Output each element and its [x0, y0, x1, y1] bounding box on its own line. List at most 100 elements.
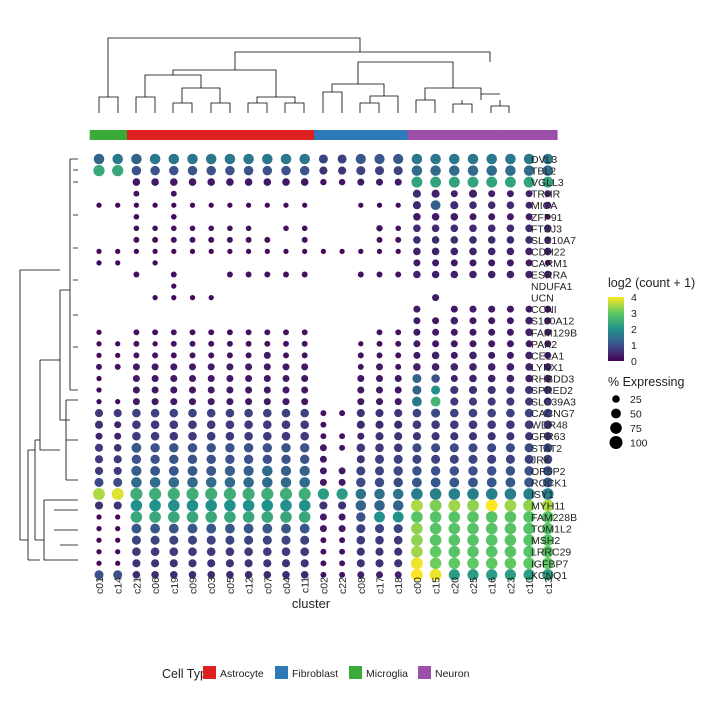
dot [486, 466, 497, 476]
dot [208, 225, 215, 232]
dot [504, 499, 517, 512]
dot [150, 454, 160, 465]
dot [506, 432, 515, 441]
size-legend-dot [612, 395, 620, 403]
dot [245, 248, 252, 255]
dot [319, 455, 327, 463]
dot [448, 569, 460, 581]
dot [298, 499, 311, 512]
dot [506, 385, 515, 395]
dot [431, 213, 440, 221]
dot [357, 386, 365, 394]
dot [96, 398, 102, 405]
dot [468, 443, 478, 453]
dot [93, 164, 105, 177]
dot [543, 432, 552, 441]
dot [188, 374, 197, 383]
dot [243, 153, 254, 165]
dot [188, 386, 197, 394]
dot [301, 340, 308, 347]
dot [149, 499, 161, 512]
dot [448, 522, 461, 535]
cluster-label: c18 [393, 577, 405, 594]
dot [431, 454, 441, 464]
dot [412, 373, 422, 384]
dot [506, 340, 514, 348]
dot [356, 477, 366, 488]
dot [487, 397, 496, 406]
dot [281, 535, 291, 545]
dot [244, 559, 253, 568]
dot [413, 305, 421, 313]
dot [96, 375, 102, 382]
dot [356, 466, 366, 476]
dot [432, 317, 440, 325]
cell-type-bar-segment [220, 130, 240, 140]
dot [431, 420, 440, 429]
dot [413, 351, 421, 359]
dot [94, 570, 104, 580]
dot [170, 271, 177, 278]
dot [525, 213, 533, 221]
dot [487, 201, 496, 209]
dot [96, 514, 102, 520]
dot [543, 408, 553, 418]
cell-type-bar-segment [407, 130, 427, 140]
dot [488, 340, 496, 348]
cell-type-bar-segment [164, 130, 184, 140]
dot [206, 547, 216, 556]
dot [338, 501, 347, 510]
dot [542, 545, 554, 558]
dot [375, 409, 384, 418]
dot [299, 153, 310, 165]
dot [169, 535, 179, 545]
dot [469, 363, 477, 371]
color-legend-tick: 0 [631, 356, 637, 368]
dot [225, 165, 235, 176]
dot [448, 545, 461, 558]
dot [505, 153, 516, 165]
dot [338, 467, 346, 475]
dot [187, 454, 198, 465]
dot [207, 374, 215, 383]
dot [450, 385, 459, 395]
dot [449, 466, 460, 476]
dot [96, 260, 102, 266]
dot [429, 511, 442, 523]
row-dendrogram [19, 158, 78, 561]
dot [467, 499, 479, 512]
dot [469, 340, 477, 348]
dot [207, 571, 215, 579]
dot [429, 568, 442, 581]
dot [395, 329, 402, 336]
dot [168, 511, 180, 523]
dot [504, 176, 516, 188]
dot [523, 534, 535, 546]
dot [133, 329, 140, 336]
dot [375, 386, 384, 394]
color-legend-title: log2 (count + 1) [608, 276, 695, 290]
dot [133, 225, 140, 232]
dot [283, 248, 289, 255]
dot [133, 340, 140, 347]
dot [187, 477, 198, 488]
dot [208, 248, 214, 255]
dot [376, 236, 383, 243]
dot [167, 487, 180, 501]
dot [431, 189, 440, 198]
dot [506, 236, 515, 244]
dot [431, 432, 440, 441]
dot [320, 410, 327, 417]
dot [448, 499, 461, 512]
cell-type-legend-swatch [418, 666, 431, 679]
dot [413, 213, 421, 221]
dot [395, 352, 402, 359]
dot [132, 398, 140, 406]
dot [413, 224, 421, 233]
dot [358, 248, 364, 255]
dot [169, 454, 179, 465]
dot [299, 465, 310, 476]
dot [245, 236, 252, 243]
dot [320, 571, 327, 578]
size-legend-label: 25 [630, 394, 642, 406]
